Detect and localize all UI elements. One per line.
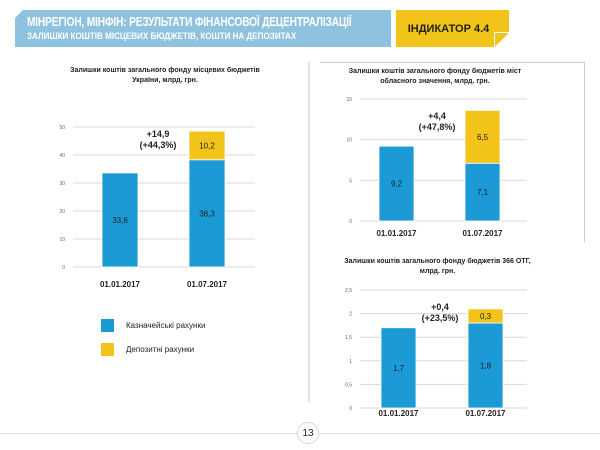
bar-segment — [101, 172, 139, 268]
legend-swatch — [101, 343, 114, 356]
chart-title: Залишки коштів загального фонду бюджетів… — [344, 258, 531, 275]
page-title: МІНРЕГІОН, МІНФІН: РЕЗУЛЬТАТИ ФІНАНСОВОЇ… — [27, 14, 352, 29]
divider — [308, 62, 310, 402]
y-tick-label: 40 — [59, 153, 65, 159]
data-label: 7,1 — [477, 188, 489, 197]
change-annotation: +0,4 — [431, 302, 449, 312]
legend-item-treasury: Казначейські рахунки — [101, 319, 205, 332]
bar-segment — [380, 327, 417, 409]
data-label: 1,8 — [480, 362, 492, 371]
x-tick-label: 01.07.2017 — [462, 229, 503, 238]
bar-segment — [464, 109, 501, 164]
data-label: 9,2 — [391, 180, 403, 189]
y-tick-label: 10 — [59, 237, 65, 243]
header-banner: МІНРЕГІОН, МІНФІН: РЕЗУЛЬТАТИ ФІНАНСОВОЇ… — [15, 10, 391, 47]
y-tick-label: 0 — [349, 406, 352, 412]
y-tick-label: 0 — [349, 219, 352, 225]
data-label: 33,6 — [112, 216, 128, 225]
x-tick-label: 01.01.2017 — [378, 409, 419, 418]
x-tick-label: 01.01.2017 — [100, 280, 141, 289]
change-annotation: +4,4 — [428, 111, 446, 121]
y-tick-label: 50 — [59, 125, 65, 131]
y-tick-label: 10 — [346, 138, 352, 144]
chart-title: Залишки коштів загального фонду місцевих… — [70, 67, 260, 84]
y-tick-label: 30 — [59, 181, 65, 187]
bar-segment — [188, 130, 226, 161]
x-tick-label: 01.07.2017 — [465, 409, 506, 418]
x-tick-label: 01.01.2017 — [376, 229, 417, 238]
y-tick-label: 2 — [349, 312, 352, 318]
chart-frame — [320, 62, 585, 242]
y-tick-label: 5 — [349, 178, 352, 184]
x-tick-label: 01.07.2017 — [187, 280, 228, 289]
y-tick-label: 15 — [346, 97, 352, 103]
bar-segment — [188, 159, 226, 268]
legend-label: Казначейські рахунки — [126, 321, 206, 330]
legend-item-deposit: Депозитні рахунки — [101, 343, 194, 356]
y-tick-label: 0,5 — [345, 382, 352, 388]
change-annotation: (+44,3%) — [140, 140, 177, 150]
y-tick-label: 0 — [62, 265, 65, 271]
page-subtitle: ЗАЛИШКИ КОШТІВ МІСЦЕВИХ БЮДЖЕТІВ, КОШТИ … — [27, 31, 297, 42]
indicator-badge: ІНДИКАТОР 4.4 — [396, 10, 509, 47]
data-label: 10,2 — [199, 141, 215, 150]
bar-segment — [467, 308, 504, 324]
page-number: 13 — [297, 422, 319, 444]
data-label: 0,3 — [480, 312, 492, 321]
y-tick-label: 1,5 — [345, 335, 352, 341]
legend-swatch — [101, 319, 114, 332]
change-annotation: (+23,5%) — [422, 313, 459, 323]
data-label: 6,5 — [477, 133, 489, 142]
chart-title: Залишки коштів загального фонду бюджетів… — [348, 68, 522, 85]
y-tick-label: 2,5 — [345, 288, 352, 294]
data-label: 38,3 — [199, 209, 215, 218]
bar-segment — [467, 322, 504, 409]
bar-segment — [464, 162, 501, 222]
change-annotation: (+47,8%) — [419, 122, 456, 132]
bar-segment — [378, 145, 415, 222]
data-label: 1,7 — [393, 364, 405, 373]
change-annotation: +14,9 — [147, 129, 170, 139]
y-tick-label: 1 — [349, 359, 352, 365]
legend-label: Депозитні рахунки — [126, 345, 195, 354]
y-tick-label: 20 — [59, 209, 65, 215]
